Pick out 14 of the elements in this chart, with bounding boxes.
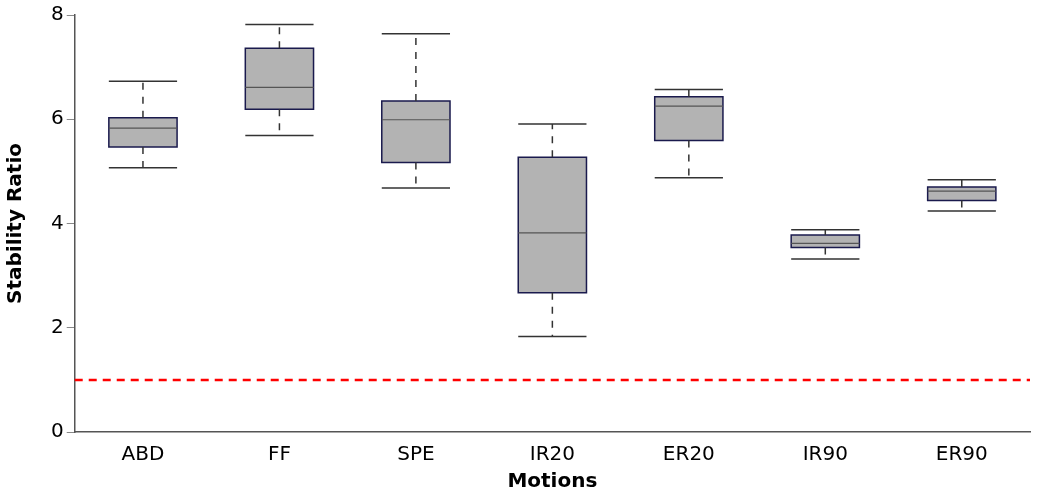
y-tick-label: 6 (50, 105, 64, 130)
y-tick-label: 2 (50, 313, 64, 338)
x-tick-label: IR90 (802, 441, 848, 466)
x-axis-title: Motions (507, 468, 598, 493)
x-tick-label: ER20 (662, 441, 715, 466)
x-tick-label: ABD (121, 441, 165, 466)
y-axis-title: Stability Ratio (2, 143, 27, 304)
y-tick-label: 4 (50, 209, 64, 234)
y-tick-label: 8 (50, 1, 64, 26)
x-tick-label: SPE (397, 441, 435, 466)
x-tick-label: FF (267, 441, 291, 466)
x-tick-label: IR20 (529, 441, 575, 466)
x-tick-label: ER90 (935, 441, 988, 466)
y-tick-label: 0 (50, 418, 64, 443)
